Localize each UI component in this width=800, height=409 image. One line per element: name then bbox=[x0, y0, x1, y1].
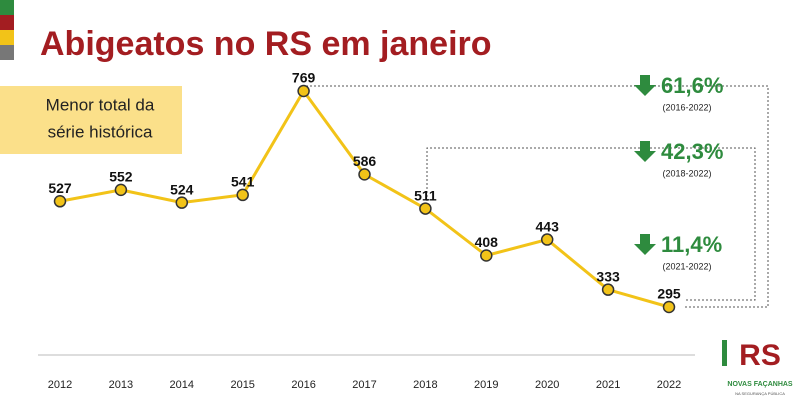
marker bbox=[114, 183, 128, 197]
down-arrow bbox=[634, 75, 656, 96]
data-label: 408 bbox=[475, 234, 499, 250]
down-arrow bbox=[634, 141, 656, 162]
note-text: série histórica bbox=[48, 122, 153, 141]
flag-stripe bbox=[0, 30, 14, 45]
marker bbox=[419, 202, 432, 215]
x-tick-label: 2015 bbox=[230, 379, 254, 391]
change-period: (2016-2022) bbox=[662, 102, 711, 112]
data-label: 333 bbox=[596, 268, 620, 284]
marker bbox=[358, 168, 371, 181]
chart-title: Abigeatos no RS em janeiro bbox=[40, 25, 492, 63]
marker bbox=[480, 249, 493, 262]
logo-subline: NA SEGURANÇA PÚBLICA bbox=[735, 391, 785, 396]
flag-stripe bbox=[0, 15, 14, 30]
data-label: 527 bbox=[48, 180, 72, 196]
data-label: 511 bbox=[414, 187, 437, 203]
change-value: 61,6% bbox=[661, 73, 723, 98]
x-tick-label: 2013 bbox=[109, 379, 133, 391]
down-arrow bbox=[634, 234, 656, 255]
data-label: 552 bbox=[109, 169, 133, 185]
data-label: 541 bbox=[231, 174, 255, 190]
x-tick-label: 2020 bbox=[535, 379, 559, 391]
x-tick-label: 2012 bbox=[48, 379, 72, 391]
marker bbox=[297, 84, 310, 98]
data-label: 295 bbox=[657, 286, 681, 302]
flag-stripe bbox=[0, 45, 14, 60]
marker bbox=[540, 233, 554, 246]
x-tick-label: 2019 bbox=[474, 379, 498, 391]
note-text: Menor total da bbox=[46, 95, 155, 114]
data-label: 586 bbox=[353, 153, 377, 169]
logo-mark: RS bbox=[739, 339, 781, 372]
x-tick-label: 2018 bbox=[413, 379, 437, 391]
x-tick-label: 2014 bbox=[170, 379, 194, 391]
note-box bbox=[0, 86, 182, 154]
change-value: 11,4% bbox=[661, 232, 722, 257]
x-tick-label: 2022 bbox=[657, 379, 681, 391]
data-label: 524 bbox=[170, 181, 194, 197]
marker bbox=[662, 300, 676, 314]
marker bbox=[53, 195, 67, 208]
change-period: (2018-2022) bbox=[662, 168, 711, 178]
logo-tagline: NOVAS FAÇANHAS bbox=[727, 381, 793, 388]
bracket bbox=[306, 85, 769, 308]
marker bbox=[236, 188, 249, 202]
marker bbox=[601, 283, 615, 296]
change-value: 42,3% bbox=[661, 139, 723, 164]
data-label: 443 bbox=[536, 218, 560, 234]
flag-stripe bbox=[0, 0, 14, 15]
logo: RS NOVAS FAÇANHAS NA SEGURANÇA PÚBLICA bbox=[722, 339, 793, 396]
data-label: 769 bbox=[292, 70, 316, 86]
marker bbox=[175, 196, 189, 209]
x-tick-label: 2016 bbox=[291, 379, 315, 391]
bracket bbox=[426, 147, 756, 301]
x-tick-label: 2021 bbox=[596, 379, 620, 391]
change-period: (2021-2022) bbox=[662, 261, 711, 271]
x-tick-label: 2017 bbox=[352, 379, 376, 391]
